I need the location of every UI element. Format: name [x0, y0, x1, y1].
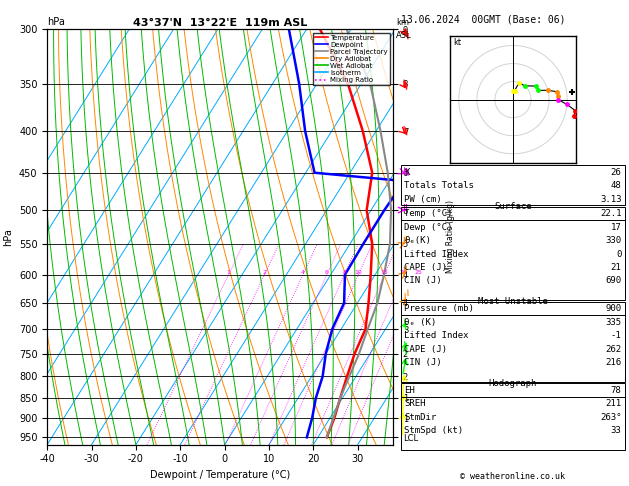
Text: 10: 10	[355, 270, 362, 275]
Text: 20: 20	[400, 270, 408, 275]
Text: Dewp (°C): Dewp (°C)	[404, 223, 453, 232]
Title: 43°37'N  13°22'E  119m ASL: 43°37'N 13°22'E 119m ASL	[133, 18, 308, 28]
Text: 15: 15	[381, 270, 389, 275]
Text: SREH: SREH	[404, 399, 426, 409]
Text: Pressure (mb): Pressure (mb)	[404, 304, 474, 313]
Text: 3.13: 3.13	[600, 194, 621, 204]
Text: kt: kt	[454, 38, 462, 48]
Text: K: K	[404, 168, 410, 177]
Text: Totals Totals: Totals Totals	[404, 181, 474, 191]
Text: 262: 262	[605, 345, 621, 354]
Text: 0: 0	[616, 250, 621, 259]
Text: Temp (°C): Temp (°C)	[404, 209, 453, 219]
Text: CIN (J): CIN (J)	[404, 358, 442, 367]
Text: 48: 48	[611, 181, 621, 191]
Text: 4: 4	[301, 270, 305, 275]
Text: CAPE (J): CAPE (J)	[404, 263, 447, 272]
Text: EH: EH	[404, 386, 415, 395]
Text: 2: 2	[262, 270, 267, 275]
Text: 78: 78	[611, 386, 621, 395]
Y-axis label: hPa: hPa	[3, 228, 13, 246]
Text: 17: 17	[611, 223, 621, 232]
X-axis label: Dewpoint / Temperature (°C): Dewpoint / Temperature (°C)	[150, 470, 290, 480]
Text: θₑ(K): θₑ(K)	[404, 236, 431, 245]
Text: 690: 690	[605, 276, 621, 285]
Text: 25: 25	[415, 270, 423, 275]
Text: © weatheronline.co.uk: © weatheronline.co.uk	[460, 472, 565, 481]
Text: Lifted Index: Lifted Index	[404, 331, 469, 340]
Text: 6: 6	[325, 270, 329, 275]
Text: km: km	[396, 17, 409, 27]
Text: CAPE (J): CAPE (J)	[404, 345, 447, 354]
Text: 33: 33	[611, 426, 621, 435]
Text: 335: 335	[605, 318, 621, 327]
Text: Lifted Index: Lifted Index	[404, 250, 469, 259]
Text: 263°: 263°	[600, 413, 621, 422]
Text: 8: 8	[343, 270, 347, 275]
Text: Hodograph: Hodograph	[489, 379, 537, 388]
Text: 330: 330	[605, 236, 621, 245]
Text: 13.06.2024  00GMT (Base: 06): 13.06.2024 00GMT (Base: 06)	[401, 14, 566, 24]
Text: 21: 21	[611, 263, 621, 272]
Text: -1: -1	[611, 331, 621, 340]
Text: 22.1: 22.1	[600, 209, 621, 219]
Text: 26: 26	[611, 168, 621, 177]
Text: 211: 211	[605, 399, 621, 409]
Text: hPa: hPa	[47, 17, 65, 27]
Text: Most Unstable: Most Unstable	[478, 297, 548, 306]
Legend: Temperature, Dewpoint, Parcel Trajectory, Dry Adiobat, Wet Adiobat, Isotherm, Mi: Temperature, Dewpoint, Parcel Trajectory…	[313, 33, 389, 85]
Text: 216: 216	[605, 358, 621, 367]
Text: 900: 900	[605, 304, 621, 313]
Text: PW (cm): PW (cm)	[404, 194, 442, 204]
Text: StmDir: StmDir	[404, 413, 437, 422]
Text: StmSpd (kt): StmSpd (kt)	[404, 426, 464, 435]
Text: 1: 1	[226, 270, 230, 275]
Text: ASL: ASL	[396, 31, 412, 40]
Text: Surface: Surface	[494, 202, 532, 211]
Text: θₑ (K): θₑ (K)	[404, 318, 437, 327]
Y-axis label: Mixing Ratio (g/kg): Mixing Ratio (g/kg)	[446, 200, 455, 274]
Text: CIN (J): CIN (J)	[404, 276, 442, 285]
